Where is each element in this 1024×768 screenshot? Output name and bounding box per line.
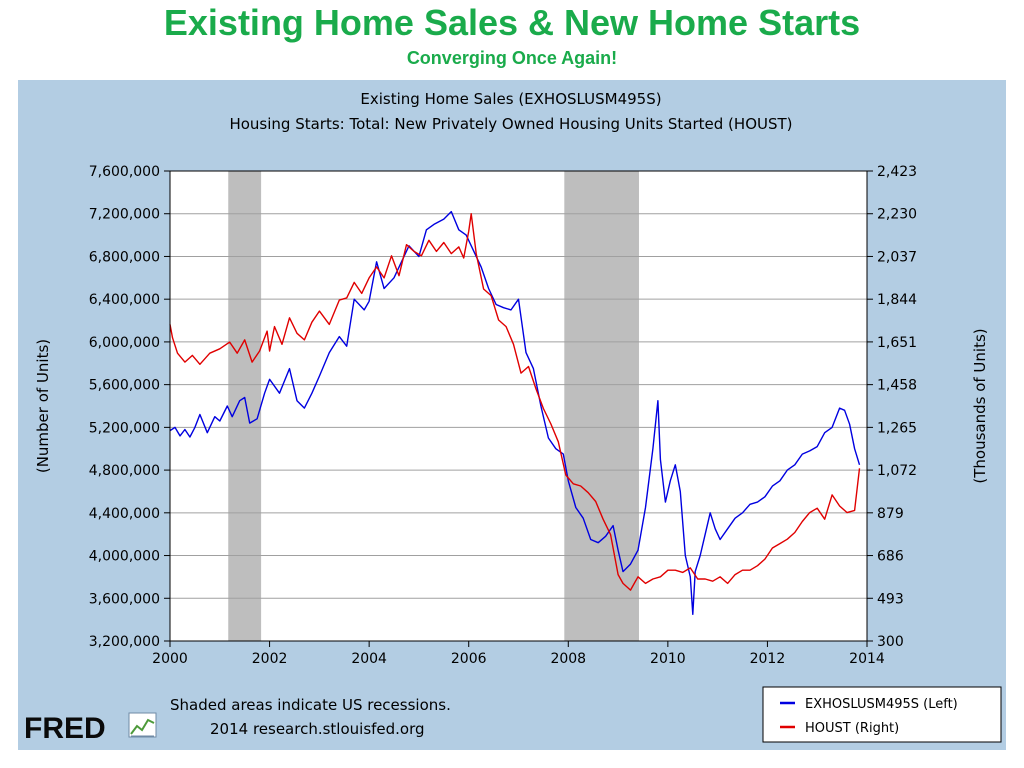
slide-subtitle: Converging Once Again! [406,48,618,68]
slide-title: Existing Home Sales & New Home Starts [163,2,861,43]
right-tick-label: 2,230 [877,207,917,223]
x-tick-label: 2010 [650,651,686,667]
series-line-houst [169,212,861,591]
right-tick-label: 2,423 [877,164,917,180]
fred-chart: Existing Home Sales (EXHOSLUSM495S) Hous… [24,90,1002,745]
right-tick-label: 686 [877,549,904,565]
fred-logo: FRED [24,712,157,745]
left-tick-label: 4,800,000 [89,463,160,479]
chart-header-line1: Existing Home Sales (EXHOSLUSM495S) [360,90,661,108]
left-tick-label: 3,200,000 [89,634,160,650]
chart-panel: Existing Home Sales (EXHOSLUSM495S) Hous… [18,80,1006,750]
right-tick-label: 2,037 [877,249,917,265]
recession-note: Shaded areas indicate US recessions. [170,696,451,714]
left-tick-label: 6,000,000 [89,335,160,351]
legend-label-exhosl: EXHOSLUSM495S (Left) [805,697,958,712]
right-tick-label: 1,265 [877,420,917,436]
left-tick-label: 6,400,000 [89,292,160,308]
right-tick-label: 1,651 [877,335,917,351]
series-line-exhosl [169,210,861,615]
left-tick-label: 4,400,000 [89,506,160,522]
x-tick-label: 2004 [351,651,387,667]
left-tick-label: 7,600,000 [89,164,160,180]
series-lines [169,210,861,615]
x-tick-label: 2012 [750,651,786,667]
source-note: 2014 research.stlouisfed.org [210,720,425,738]
legend-label-houst: HOUST (Right) [805,721,899,736]
x-tick-label: 2014 [849,651,885,667]
left-tick-label: 5,600,000 [89,378,160,394]
x-tick-label: 2000 [152,651,188,667]
left-axis-title: (Number of Units) [34,339,52,473]
left-tick-label: 3,600,000 [89,591,160,607]
left-tick-label: 7,200,000 [89,207,160,223]
right-axis-ticks: 300 493 686 879 1,072 1,265 1,458 1,651 1,844 2,0… [867,164,917,650]
x-tick-label: 2002 [252,651,288,667]
right-tick-label: 1,458 [877,378,917,394]
left-axis-ticks: 3,200,000 3,600,000 4,000,000 4,400,000 4,80… [89,164,170,650]
x-axis-ticks: 2000 2002 2004 2006 2008 2010 2012 2014 [152,641,885,667]
chart-header-line2: Housing Starts: Total: New Privately Own… [229,115,792,133]
left-tick-label: 5,200,000 [89,420,160,436]
legend-box [762,686,1002,743]
plot-frame [169,170,868,642]
recession-band-0 [228,171,262,641]
right-tick-label: 1,072 [877,463,917,479]
right-tick-label: 1,844 [877,292,917,308]
left-tick-label: 6,800,000 [89,249,160,265]
fred-logo-text: FRED [24,712,106,745]
right-tick-label: 300 [877,634,904,650]
plot-area [170,171,867,641]
right-axis-title: (Thousands of Units) [971,328,989,483]
right-tick-label: 879 [877,506,904,522]
legend: EXHOSLUSM495S (Left) HOUST (Right) [762,686,1002,743]
right-tick-label: 493 [877,591,904,607]
recession-band-1 [564,171,639,641]
left-tick-label: 4,000,000 [89,549,160,565]
recession-shading [228,171,639,641]
x-tick-label: 2006 [451,651,487,667]
x-tick-label: 2008 [550,651,586,667]
fred-graph-icon [128,712,157,738]
